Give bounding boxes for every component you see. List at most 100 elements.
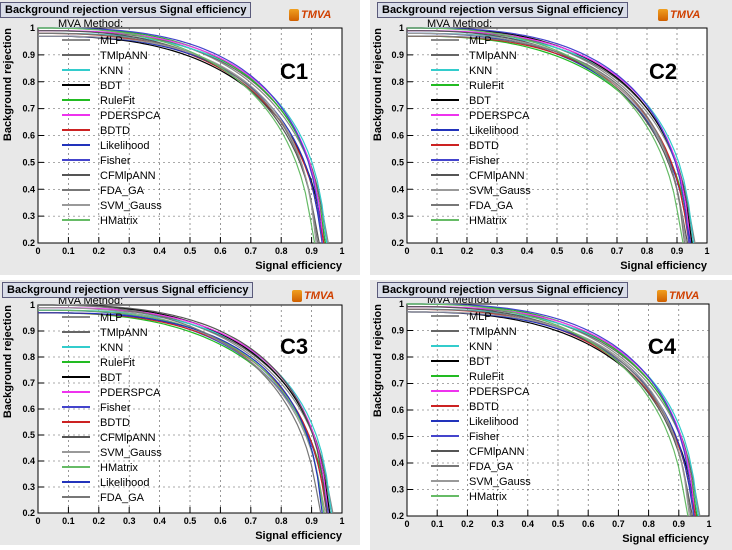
y-tick-label: 0.6 <box>22 404 35 414</box>
x-tick-label: 0.8 <box>641 246 654 256</box>
y-tick-label: 0.4 <box>22 456 35 466</box>
x-tick-label: 0.6 <box>214 516 227 526</box>
legend-entry: PDERSPCA <box>469 386 530 398</box>
x-tick-label: 0.5 <box>551 246 564 256</box>
x-tick-label: 0.8 <box>275 246 288 256</box>
legend-entry: Fisher <box>469 431 500 443</box>
roc-curve-svm-gauss <box>406 311 690 517</box>
x-tick-label: 0.1 <box>62 246 75 256</box>
legend-entry: Likelihood <box>100 140 150 152</box>
legend-entry: RuleFit <box>469 371 504 383</box>
x-tick-label: 0.2 <box>461 519 474 529</box>
chart-title: Background rejection versus Signal effic… <box>377 2 629 18</box>
legend-entry: RuleFit <box>469 80 504 92</box>
tmva-logo-text: TMVA <box>670 9 701 21</box>
x-tick-label: 1 <box>339 246 344 256</box>
y-tick-label: 0.2 <box>391 511 404 521</box>
legend-entry: RuleFit <box>100 95 135 107</box>
legend-entry: SVM_Gauss <box>469 476 531 488</box>
x-tick-label: 0.9 <box>305 246 318 256</box>
x-tick-label: 0.4 <box>153 246 166 256</box>
legend-entry: Fisher <box>469 155 500 167</box>
legend-entry: BDTD <box>100 417 130 429</box>
x-tick-label: 0 <box>404 519 409 529</box>
legend-title: MVA Method: <box>58 295 123 307</box>
roc-curve-fda-ga <box>38 304 322 514</box>
y-tick-label: 0.9 <box>22 326 35 336</box>
y-tick-label: 0.9 <box>391 326 404 336</box>
x-tick-label: 0.2 <box>93 246 106 256</box>
x-tick-label: 0.3 <box>491 519 504 529</box>
y-axis-label: Background rejection <box>372 28 384 141</box>
y-axis-label: Background rejection <box>372 304 384 417</box>
legend-entry: KNN <box>469 65 492 77</box>
legend-entry: HMatrix <box>469 491 507 503</box>
y-tick-label: 0.5 <box>22 430 35 440</box>
y-tick-label: 0.9 <box>391 50 404 60</box>
x-tick-label: 0.6 <box>214 246 227 256</box>
y-tick-label: 1 <box>30 23 35 33</box>
x-tick-label: 0.2 <box>93 516 106 526</box>
x-tick-label: 0.1 <box>431 246 444 256</box>
legend-entry: SVM_Gauss <box>100 200 162 212</box>
y-tick-label: 0.8 <box>22 77 35 87</box>
panel-label: C4 <box>648 334 677 359</box>
tmva-logo: TMVA <box>658 9 701 22</box>
x-tick-label: 0.6 <box>581 246 594 256</box>
legend-title: MVA Method: <box>427 18 492 30</box>
roc-plot: 0 0.1 0.2 0.3 0.4 0.5 0.6 0.7 0.8 0.9 1 0.2 0.3 0.4 0.… <box>372 18 710 272</box>
legend-entry: BDT <box>469 356 491 368</box>
roc-panel-c1: 0 0.1 0.2 0.3 0.4 0.5 0.6 0.7 0.8 0.9 1 0.2 0.3 0.4 0.… <box>0 0 360 275</box>
tmva-logo-text: TMVA <box>304 290 335 302</box>
x-tick-label: 0.8 <box>275 516 288 526</box>
legend-entry: TMlpANN <box>469 326 517 338</box>
x-tick-label: 0.7 <box>245 516 258 526</box>
y-tick-label: 0.3 <box>22 482 35 492</box>
x-tick-label: 0.9 <box>671 246 684 256</box>
x-axis-label: Signal efficiency <box>620 260 708 272</box>
legend-entry: HMatrix <box>469 215 507 227</box>
x-tick-label: 1 <box>704 246 709 256</box>
y-tick-label: 0.7 <box>391 104 404 114</box>
legend-entry: SVM_Gauss <box>100 447 162 459</box>
x-tick-label: 0.4 <box>521 246 534 256</box>
legend-entry: Likelihood <box>100 477 150 489</box>
x-tick-label: 0.4 <box>522 519 535 529</box>
x-tick-label: 0.4 <box>153 516 166 526</box>
legend-entry: MLP <box>100 312 123 324</box>
tmva-logo-icon <box>292 290 302 303</box>
y-tick-label: 0.7 <box>22 104 35 114</box>
tmva-logo-icon <box>658 9 668 22</box>
y-tick-label: 0.3 <box>391 485 404 495</box>
x-axis-label: Signal efficiency <box>622 533 710 545</box>
x-axis-label: Signal efficiency <box>255 260 343 272</box>
y-tick-label: 0.2 <box>22 238 35 248</box>
y-tick-label: 0.2 <box>391 238 404 248</box>
y-tick-label: 0.3 <box>22 211 35 221</box>
y-tick-label: 0.8 <box>22 352 35 362</box>
tmva-logo: TMVA <box>292 290 335 303</box>
panel-label: C2 <box>649 59 677 84</box>
legend-entry: RuleFit <box>100 357 135 369</box>
legend-entry: HMatrix <box>100 462 138 474</box>
x-tick-label: 0.5 <box>184 516 197 526</box>
x-tick-label: 0.7 <box>612 519 625 529</box>
y-axis-label: Background rejection <box>2 305 14 418</box>
tmva-logo-icon <box>657 290 667 303</box>
roc-curve-hmatrix <box>407 27 684 244</box>
legend-entry: PDERSPCA <box>100 387 161 399</box>
y-tick-label: 0.7 <box>22 378 35 388</box>
x-axis-label: Signal efficiency <box>255 530 343 542</box>
legend-entry: CFMlpANN <box>100 432 156 444</box>
x-tick-label: 0.9 <box>305 516 318 526</box>
y-tick-label: 0.5 <box>391 432 404 442</box>
panel-label: C3 <box>280 334 308 359</box>
y-tick-label: 0.8 <box>391 352 404 362</box>
roc-curve-fda-ga <box>407 35 686 244</box>
legend-entry: FDA_GA <box>100 492 145 504</box>
tmva-logo-icon <box>289 9 299 22</box>
x-tick-label: 0.7 <box>245 246 258 256</box>
y-tick-label: 0.4 <box>391 458 404 468</box>
chart-title: Background rejection versus Signal effic… <box>0 2 252 18</box>
legend-title: MVA Method: <box>58 18 123 30</box>
